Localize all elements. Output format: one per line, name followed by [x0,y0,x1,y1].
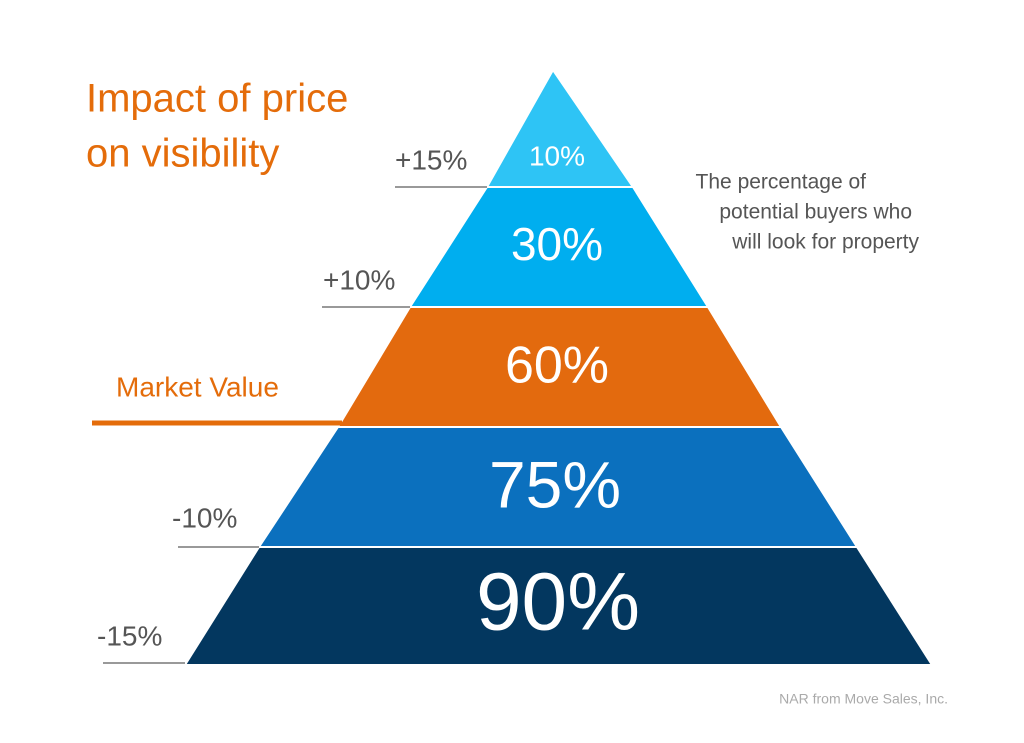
share-label: 60% [505,337,609,395]
pyramid-level [183,546,934,666]
share-label: 75% [489,447,621,521]
share-label: 90% [476,557,640,648]
title-line: Impact of price [86,77,348,121]
share-label: 30% [511,218,603,270]
price-label: -10% [172,502,237,533]
price-labels: +15% +10% Market Value -10% -15% [92,144,487,664]
price-label: -15% [97,620,162,651]
note-line: potential buyers who [719,201,912,224]
price-label: +10% [323,264,395,295]
source: NAR from Move Sales, Inc. [779,691,948,707]
note-line: will look for property [731,231,919,254]
note-line: The percentage of [696,171,867,194]
share-label: 10% [529,140,585,171]
pyramid [183,68,934,666]
note: The percentage of potential buyers who w… [696,171,920,254]
price-label: Market Value [116,371,279,402]
title-line: on visibility [86,132,279,176]
price-label: +15% [395,144,467,175]
share-labels: 10% 30% 60% 75% 90% [476,140,640,647]
